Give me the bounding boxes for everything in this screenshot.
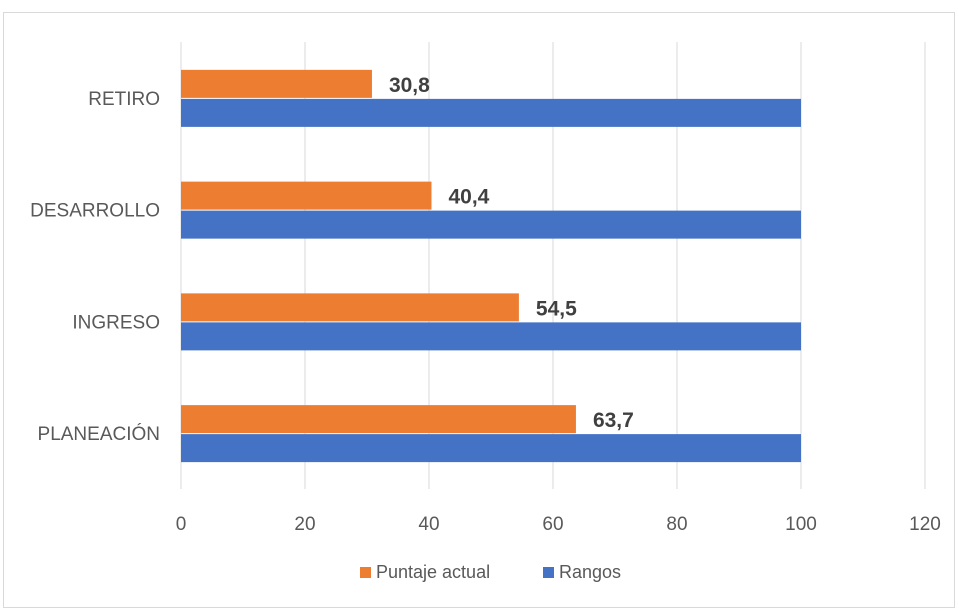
bar-puntaje-actual bbox=[181, 181, 432, 210]
data-label: 63,7 bbox=[593, 409, 634, 432]
y-category-label: DESARROLLO bbox=[30, 201, 160, 222]
x-tick-label: 120 bbox=[909, 514, 941, 535]
y-category-label: INGRESO bbox=[72, 312, 160, 333]
x-tick-label: 40 bbox=[418, 514, 439, 535]
x-tick-label: 100 bbox=[785, 514, 817, 535]
bar-puntaje-actual bbox=[181, 293, 519, 322]
data-label: 30,8 bbox=[389, 74, 430, 97]
bars bbox=[181, 69, 801, 463]
legend-swatch bbox=[543, 567, 554, 578]
bar-puntaje-actual bbox=[181, 69, 372, 98]
axis-labels: 0 20 40 60 80 100 120 RETIRO DESARROLLO INGRESO PL… bbox=[30, 89, 941, 535]
x-tick-label: 60 bbox=[542, 514, 563, 535]
y-category-label: RETIRO bbox=[88, 89, 160, 110]
x-tick-label: 20 bbox=[294, 514, 315, 535]
x-tick-label: 80 bbox=[666, 514, 687, 535]
bar-puntaje-actual bbox=[181, 405, 576, 434]
bar-rangos bbox=[181, 210, 801, 239]
bar-rangos bbox=[181, 434, 801, 463]
bar-rangos bbox=[181, 322, 801, 351]
legend-swatch bbox=[360, 567, 371, 578]
data-labels: 30,8 40,4 54,5 63,7 bbox=[389, 74, 634, 432]
legend-label: Rangos bbox=[559, 562, 621, 582]
legend: Puntaje actual Rangos bbox=[360, 562, 621, 582]
data-label: 40,4 bbox=[448, 186, 489, 209]
legend-label: Puntaje actual bbox=[376, 562, 490, 582]
data-label: 54,5 bbox=[536, 297, 577, 320]
bar-rangos bbox=[181, 98, 801, 127]
x-tick-label: 0 bbox=[176, 514, 187, 535]
y-category-label: PLANEACIÓN bbox=[38, 423, 160, 445]
